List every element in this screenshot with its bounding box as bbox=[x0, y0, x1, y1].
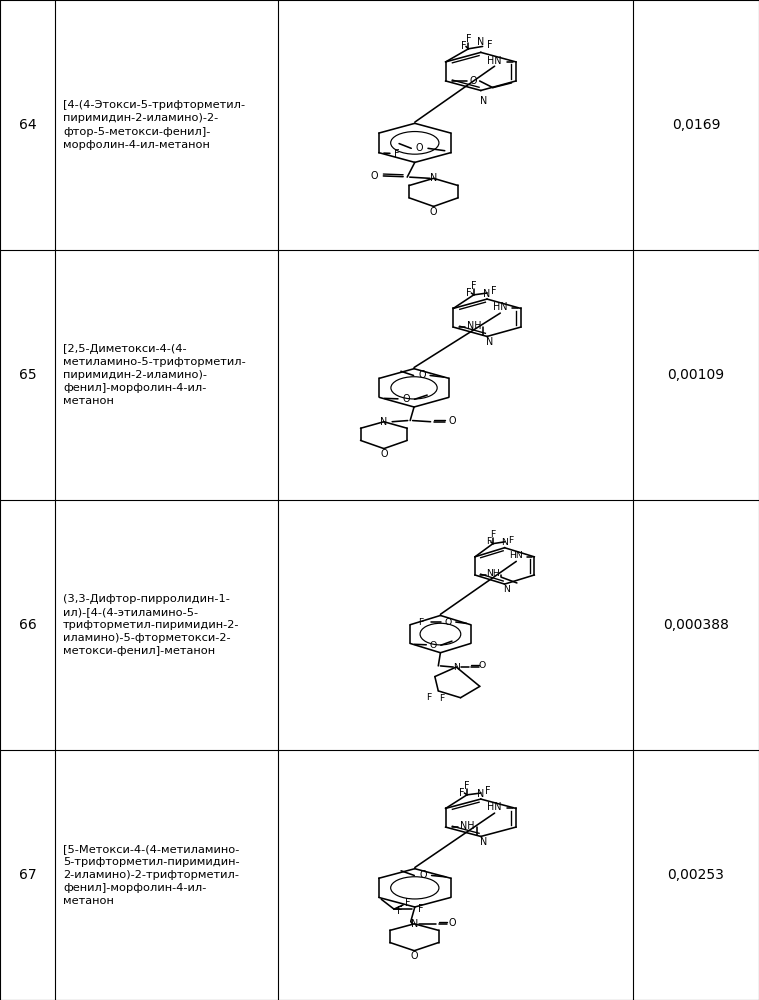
Text: F: F bbox=[471, 281, 477, 291]
Text: F: F bbox=[459, 788, 465, 798]
Text: [4-(4-Этокси-5-трифторметил-
пиримидин-2-иламино)-2-
фтор-5-метокси-фенил]-
морф: [4-(4-Этокси-5-трифторметил- пиримидин-2… bbox=[63, 100, 245, 150]
Text: O: O bbox=[416, 143, 423, 153]
Text: F: F bbox=[487, 40, 493, 50]
Text: (3,3-Дифтор-пирролидин-1-
ил)-[4-(4-этиламино-5-
трифторметил-пиримидин-2-
илами: (3,3-Дифтор-пирролидин-1- ил)-[4-(4-этил… bbox=[63, 594, 240, 656]
Text: N: N bbox=[477, 789, 484, 799]
Text: N: N bbox=[486, 337, 493, 347]
Text: F: F bbox=[394, 149, 399, 159]
Text: 64: 64 bbox=[19, 118, 36, 132]
Text: HN: HN bbox=[509, 551, 523, 560]
Text: O: O bbox=[419, 870, 427, 880]
Text: N: N bbox=[453, 663, 460, 672]
Text: O: O bbox=[371, 171, 379, 181]
Text: O: O bbox=[449, 416, 456, 426]
Text: NH: NH bbox=[460, 821, 474, 831]
Text: N: N bbox=[483, 289, 490, 299]
Text: F: F bbox=[490, 530, 496, 539]
Text: F: F bbox=[405, 898, 411, 908]
Text: 66: 66 bbox=[19, 618, 36, 632]
Text: 65: 65 bbox=[19, 368, 36, 382]
Text: N: N bbox=[503, 585, 510, 594]
Text: NH: NH bbox=[467, 321, 481, 331]
Text: [5-Метокси-4-(4-метиламино-
5-трифторметил-пиримидин-
2-иламино)-2-трифторметил-: [5-Метокси-4-(4-метиламино- 5-трифтормет… bbox=[63, 844, 240, 906]
Text: F: F bbox=[509, 536, 514, 545]
Text: N: N bbox=[411, 919, 418, 929]
Text: F: F bbox=[466, 288, 471, 298]
Text: 0,00253: 0,00253 bbox=[668, 868, 724, 882]
Text: O: O bbox=[402, 394, 410, 404]
Text: HN: HN bbox=[487, 802, 502, 812]
Text: O: O bbox=[478, 661, 486, 670]
Text: O: O bbox=[430, 641, 437, 650]
Text: F: F bbox=[427, 693, 431, 702]
Text: 67: 67 bbox=[19, 868, 36, 882]
Text: F: F bbox=[418, 618, 424, 627]
Text: F: F bbox=[486, 786, 491, 796]
Text: 0,00109: 0,00109 bbox=[667, 368, 725, 382]
Text: F: F bbox=[465, 781, 470, 791]
Text: F: F bbox=[397, 906, 403, 916]
Text: F: F bbox=[439, 694, 444, 703]
Text: HN: HN bbox=[493, 302, 508, 312]
Text: N: N bbox=[480, 96, 487, 106]
Text: O: O bbox=[418, 370, 426, 380]
Text: O: O bbox=[470, 76, 477, 86]
Text: N: N bbox=[380, 417, 388, 427]
Text: N: N bbox=[477, 37, 484, 47]
Text: 0,0169: 0,0169 bbox=[672, 118, 720, 132]
Text: N: N bbox=[501, 538, 508, 547]
Text: 0,000388: 0,000388 bbox=[663, 618, 729, 632]
Text: NH: NH bbox=[486, 569, 500, 578]
Text: O: O bbox=[380, 449, 388, 459]
Text: F: F bbox=[491, 286, 497, 296]
Text: N: N bbox=[480, 837, 487, 847]
Text: O: O bbox=[411, 951, 418, 961]
Text: F: F bbox=[461, 41, 466, 51]
Text: O: O bbox=[449, 918, 456, 928]
Text: F: F bbox=[486, 537, 491, 546]
Text: O: O bbox=[430, 207, 437, 217]
Text: HN: HN bbox=[487, 56, 502, 66]
Text: [2,5-Диметокси-4-(4-
метиламино-5-трифторметил-
пиримидин-2-иламино)-
фенил]-мор: [2,5-Диметокси-4-(4- метиламино-5-трифто… bbox=[63, 344, 246, 406]
Text: O: O bbox=[445, 618, 452, 627]
Text: F: F bbox=[417, 904, 423, 914]
Text: N: N bbox=[430, 173, 437, 183]
Text: F: F bbox=[466, 34, 471, 44]
